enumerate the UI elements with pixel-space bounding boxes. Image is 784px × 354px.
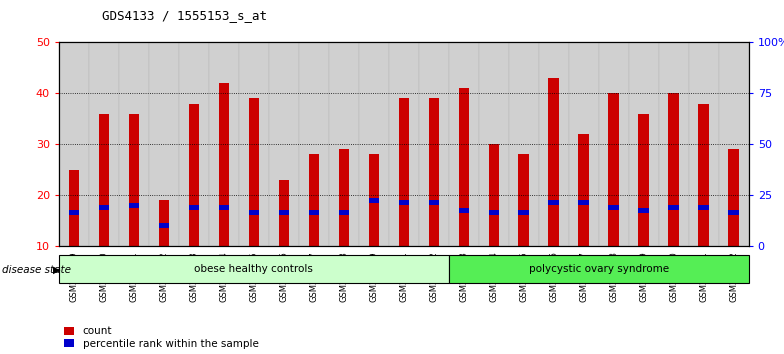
Bar [309,210,319,216]
Bar [188,205,199,210]
Bar [719,42,749,246]
Bar [509,42,539,246]
Bar [149,42,179,246]
Bar [368,198,379,203]
Bar [699,205,709,210]
Bar [429,200,439,205]
Bar [579,200,589,205]
Bar [599,42,629,246]
Bar [488,144,499,246]
Bar [219,83,229,246]
Bar [278,180,289,246]
Bar [158,223,169,228]
Bar [158,200,169,246]
Bar [179,42,209,246]
Bar [309,154,319,246]
Bar [669,205,679,210]
Bar [278,210,289,216]
Bar [368,154,379,246]
Bar [728,149,739,246]
Bar [219,205,229,210]
Bar [699,103,709,246]
Bar [188,103,199,246]
Bar [68,210,79,216]
Bar [608,93,619,246]
Bar [518,154,529,246]
Bar [479,42,509,246]
Bar [129,203,139,208]
FancyBboxPatch shape [448,255,749,284]
Bar [339,149,349,246]
Text: ▶: ▶ [53,265,61,275]
Bar [249,98,259,246]
Bar [89,42,119,246]
Bar [549,200,559,205]
Bar [488,210,499,216]
Bar [59,42,89,246]
Bar [389,42,419,246]
Bar [129,114,139,246]
Bar [429,98,439,246]
Bar [669,93,679,246]
Text: disease state: disease state [2,265,71,275]
Bar [328,42,359,246]
Bar [638,114,649,246]
Bar [568,42,599,246]
Bar [209,42,239,246]
Bar [448,42,479,246]
Bar [518,210,529,216]
Bar [68,170,79,246]
Bar [398,98,409,246]
Bar [549,78,559,246]
Bar [299,42,328,246]
Bar [269,42,299,246]
Bar [539,42,568,246]
Bar [659,42,688,246]
Bar [638,208,649,213]
Bar [359,42,389,246]
Text: obese healthy controls: obese healthy controls [194,264,314,274]
Bar [728,210,739,216]
FancyBboxPatch shape [59,255,448,284]
Bar [398,200,409,205]
Bar [459,208,469,213]
Bar [459,88,469,246]
Bar [419,42,448,246]
Bar [339,210,349,216]
Bar [579,134,589,246]
Bar [688,42,719,246]
Bar [99,205,109,210]
Legend: count, percentile rank within the sample: count, percentile rank within the sample [64,326,259,349]
Text: polycystic ovary syndrome: polycystic ovary syndrome [528,264,669,274]
Bar [629,42,659,246]
Text: GDS4133 / 1555153_s_at: GDS4133 / 1555153_s_at [102,9,267,22]
Bar [249,210,259,216]
Bar [99,114,109,246]
Bar [239,42,269,246]
Bar [608,205,619,210]
Bar [119,42,149,246]
